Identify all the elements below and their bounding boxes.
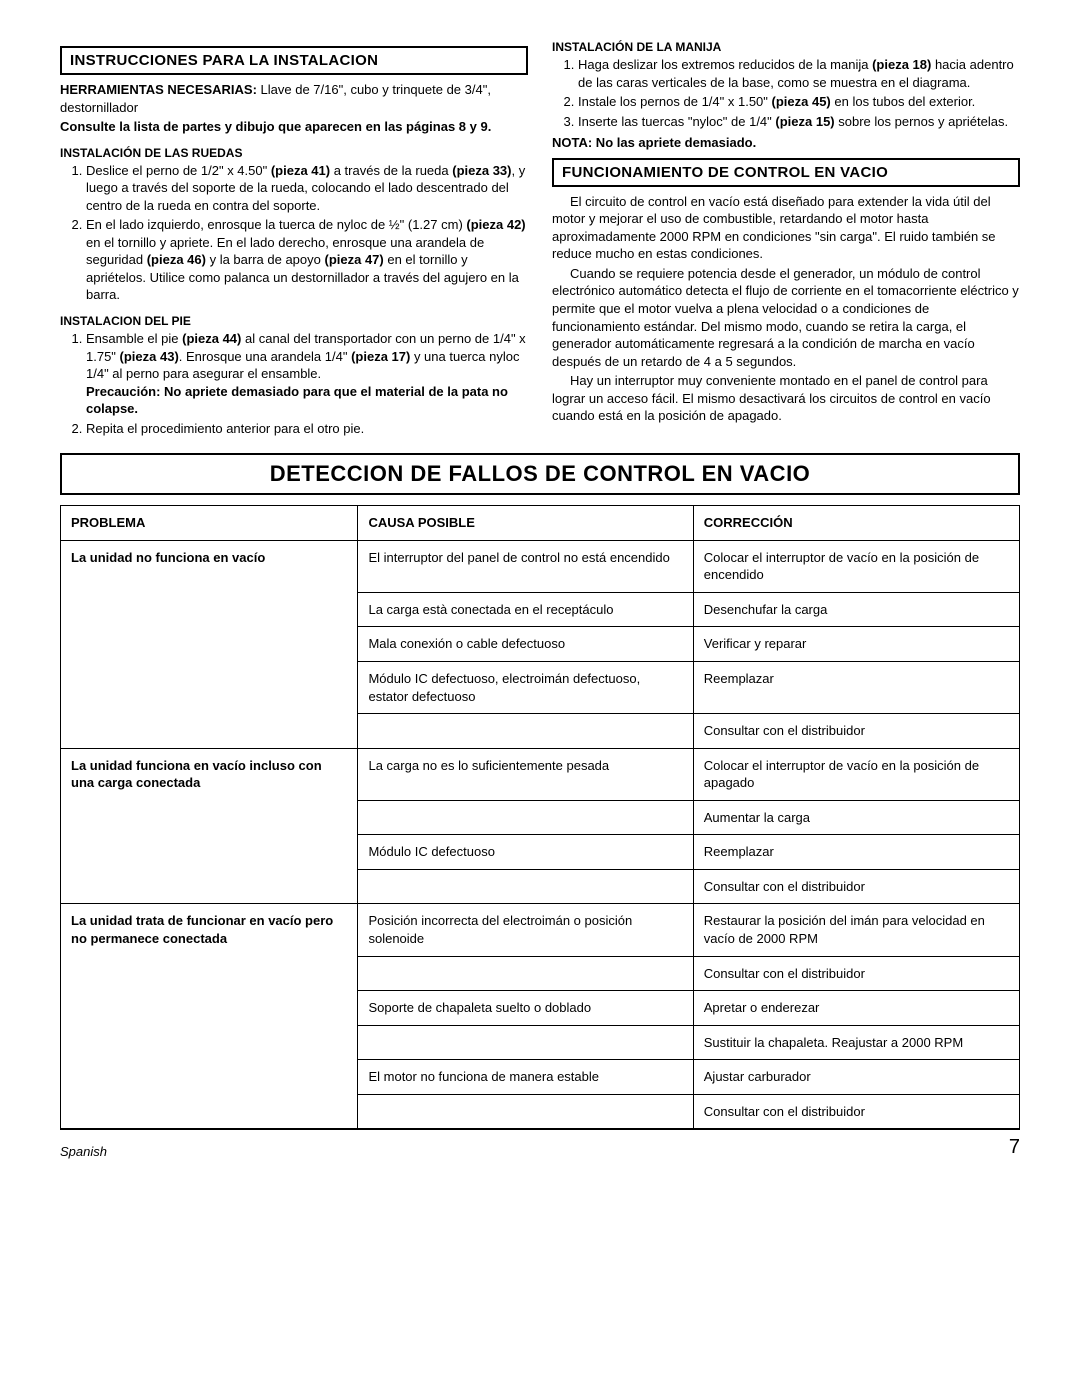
cell-fix: Apretar o enderezar	[693, 991, 1019, 1026]
cell-fix: Consultar con el distribuidor	[693, 956, 1019, 991]
cell-fix: Consultar con el distribuidor	[693, 869, 1019, 904]
cell-fix: Consultar con el distribuidor	[693, 714, 1019, 749]
idle-para-1: El circuito de control en vacío está dis…	[552, 193, 1020, 263]
idle-para-2: Cuando se requiere potencia desde el gen…	[552, 265, 1020, 370]
cell-fix: Colocar el interruptor de vacío en la po…	[693, 748, 1019, 800]
cell-cause: Módulo IC defectuoso, electroimán defect…	[358, 662, 693, 714]
cell-cause: La carga està conectada en el receptácul…	[358, 592, 693, 627]
troubleshoot-table: PROBLEMA CAUSA POSIBLE CORRECCIÓN La uni…	[61, 505, 1019, 1129]
table-header-row: PROBLEMA CAUSA POSIBLE CORRECCIÓN	[61, 506, 1019, 541]
th-problem: PROBLEMA	[61, 506, 358, 541]
cell-cause	[358, 714, 693, 749]
cell-problem: La unidad no funciona en vacío	[61, 540, 358, 748]
handle-note: NOTA: No las apriete demasiado.	[552, 134, 1020, 152]
th-cause: CAUSA POSIBLE	[358, 506, 693, 541]
cell-cause	[358, 1025, 693, 1060]
cell-fix: Desenchufar la carga	[693, 592, 1019, 627]
right-column: INSTALACIÓN DE LA MANIJA Haga deslizar l…	[552, 40, 1020, 441]
cell-cause: Mala conexión o cable defectuoso	[358, 627, 693, 662]
cell-fix: Reemplazar	[693, 662, 1019, 714]
table-row: La unidad trata de funcionar en vacío pe…	[61, 904, 1019, 956]
consult-paragraph: Consulte la lista de partes y dibujo que…	[60, 118, 528, 136]
cell-cause: El interruptor del panel de control no e…	[358, 540, 693, 592]
foot-item-2: Repita el procedimiento anterior para el…	[86, 420, 528, 438]
cell-cause	[358, 1094, 693, 1129]
tools-label: HERRAMIENTAS NECESARIAS:	[60, 82, 257, 97]
handle-list: Haga deslizar los extremos reducidos de …	[552, 56, 1020, 130]
two-column-layout: INSTRUCCIONES PARA LA INSTALACION HERRAM…	[60, 40, 1020, 441]
page: INSTRUCCIONES PARA LA INSTALACION HERRAM…	[0, 0, 1080, 1189]
page-footer: Spanish 7	[60, 1136, 1020, 1159]
table-row: La unidad funciona en vacío incluso con …	[61, 748, 1019, 800]
cell-cause: Módulo IC defectuoso	[358, 835, 693, 870]
wheels-subheading: INSTALACIÓN DE LAS RUEDAS	[60, 146, 528, 160]
left-column: INSTRUCCIONES PARA LA INSTALACION HERRAM…	[60, 40, 528, 441]
th-fix: CORRECCIÓN	[693, 506, 1019, 541]
cell-fix: Sustituir la chapaleta. Reajustar a 2000…	[693, 1025, 1019, 1060]
cell-cause	[358, 956, 693, 991]
cell-cause	[358, 869, 693, 904]
foot-caution: Precaución: No apriete demasiado para qu…	[86, 384, 508, 417]
idle-para-3: Hay un interruptor muy conveniente monta…	[552, 372, 1020, 425]
handle-item-2: Instale los pernos de 1/4" x 1.50" (piez…	[578, 93, 1020, 111]
cell-fix: Colocar el interruptor de vacío en la po…	[693, 540, 1019, 592]
cell-cause: La carga no es lo suficientemente pesada	[358, 748, 693, 800]
tools-paragraph: HERRAMIENTAS NECESARIAS: Llave de 7/16",…	[60, 81, 528, 116]
wheels-list: Deslice el perno de 1/2" x 4.50" (pieza …	[60, 162, 528, 304]
wheels-item-1: Deslice el perno de 1/2" x 4.50" (pieza …	[86, 162, 528, 215]
troubleshoot-table-container: PROBLEMA CAUSA POSIBLE CORRECCIÓN La uni…	[60, 505, 1020, 1130]
installation-heading: INSTRUCCIONES PARA LA INSTALACION	[60, 46, 528, 75]
handle-item-1: Haga deslizar los extremos reducidos de …	[578, 56, 1020, 91]
foot-item-1: Ensamble el pie (pieza 44) al canal del …	[86, 330, 528, 418]
cell-problem: La unidad funciona en vacío incluso con …	[61, 748, 358, 904]
cell-cause: Soporte de chapaleta suelto o doblado	[358, 991, 693, 1026]
cell-fix: Restaurar la posición del imán para velo…	[693, 904, 1019, 956]
wheels-item-2: En el lado izquierdo, enrosque la tuerca…	[86, 216, 528, 304]
footer-language: Spanish	[60, 1144, 107, 1159]
table-row: La unidad no funciona en vacíoEl interru…	[61, 540, 1019, 592]
cell-cause	[358, 800, 693, 835]
cell-cause: El motor no funciona de manera estable	[358, 1060, 693, 1095]
handle-subheading: INSTALACIÓN DE LA MANIJA	[552, 40, 1020, 54]
foot-list: Ensamble el pie (pieza 44) al canal del …	[60, 330, 528, 437]
idle-heading: FUNCIONAMIENTO DE CONTROL EN VACIO	[552, 158, 1020, 187]
cell-cause: Posición incorrecta del electroimán o po…	[358, 904, 693, 956]
troubleshoot-heading: DETECCION DE FALLOS DE CONTROL EN VACIO	[60, 453, 1020, 495]
foot-subheading: INSTALACION DEL PIE	[60, 314, 528, 328]
cell-fix: Aumentar la carga	[693, 800, 1019, 835]
cell-fix: Ajustar carburador	[693, 1060, 1019, 1095]
cell-fix: Consultar con el distribuidor	[693, 1094, 1019, 1129]
cell-problem: La unidad trata de funcionar en vacío pe…	[61, 904, 358, 1129]
cell-fix: Reemplazar	[693, 835, 1019, 870]
handle-item-3: Inserte las tuercas "nyloc" de 1/4" (pie…	[578, 113, 1020, 131]
cell-fix: Verificar y reparar	[693, 627, 1019, 662]
footer-page-number: 7	[1009, 1136, 1020, 1159]
